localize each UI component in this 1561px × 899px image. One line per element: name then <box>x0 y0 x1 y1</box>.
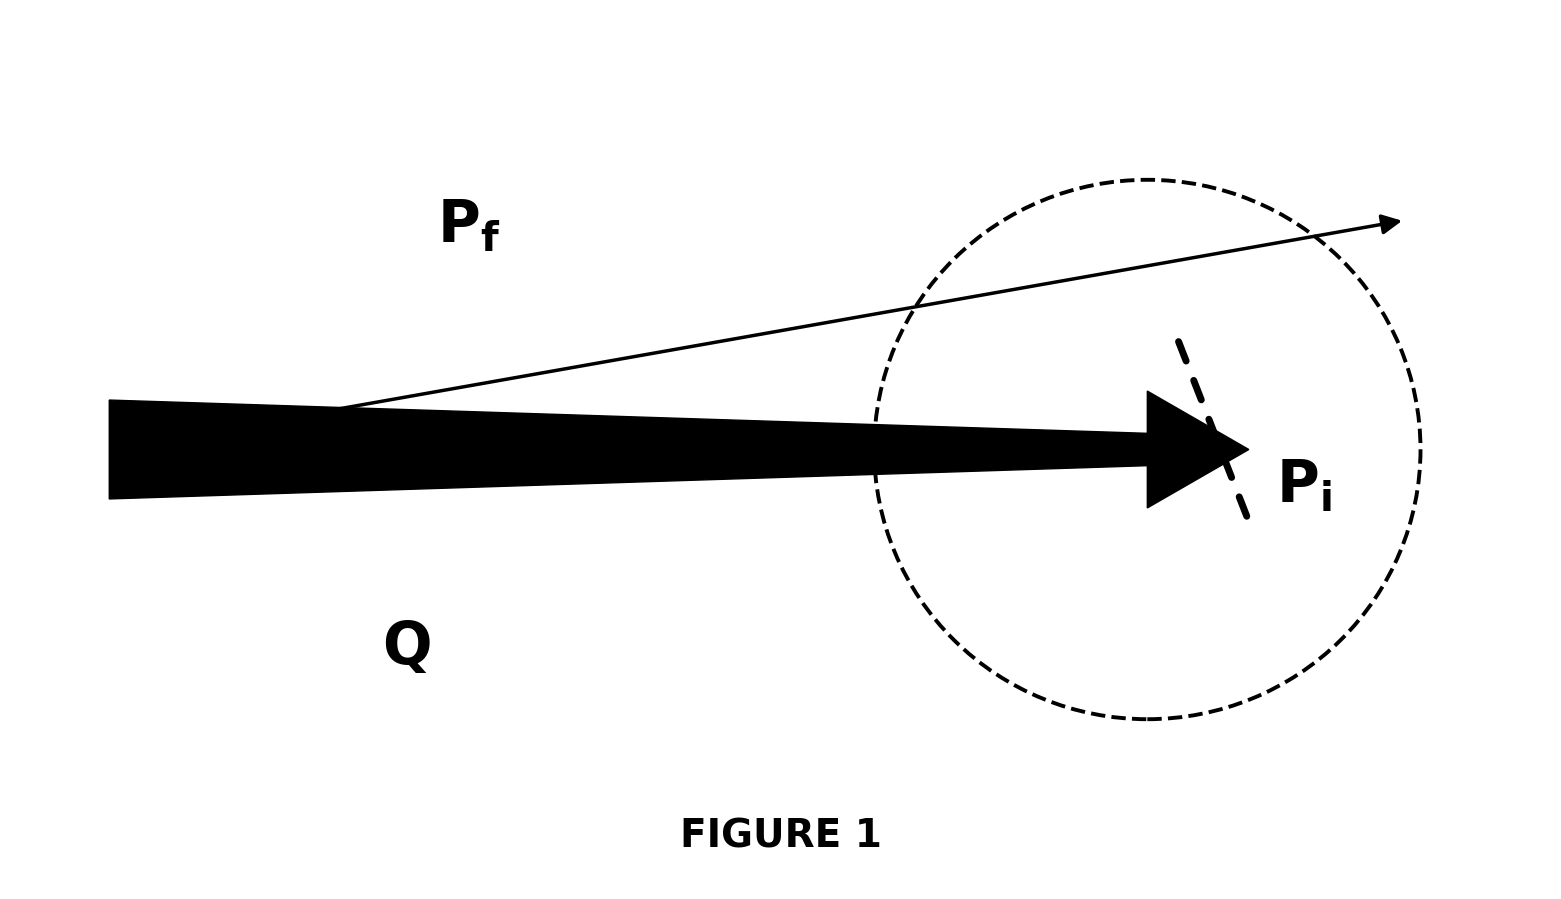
Text: FIGURE 1: FIGURE 1 <box>679 817 882 855</box>
Polygon shape <box>109 400 1147 499</box>
Polygon shape <box>1147 391 1249 508</box>
Text: $\mathbf{P_f}$: $\mathbf{P_f}$ <box>437 196 500 254</box>
Text: $\mathbf{Q}$: $\mathbf{Q}$ <box>381 619 431 676</box>
Text: $\mathbf{P_i}$: $\mathbf{P_i}$ <box>1275 457 1332 514</box>
